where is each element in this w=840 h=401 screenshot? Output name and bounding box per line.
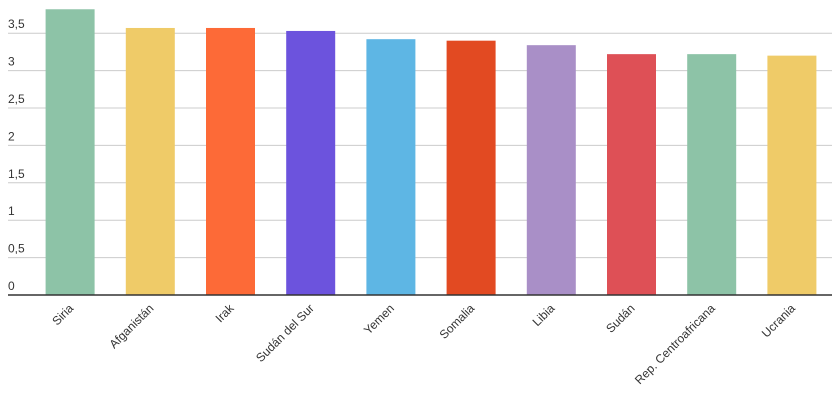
- x-tick-label: Ucrania: [759, 301, 798, 340]
- x-tick-label: Siria: [49, 301, 76, 328]
- bar: [446, 40, 496, 296]
- bar: [607, 54, 656, 296]
- bar: [366, 39, 416, 296]
- bar: [286, 30, 336, 296]
- y-tick-label: 0: [8, 279, 15, 293]
- x-tick-label: Somalia: [437, 301, 478, 342]
- bar: [687, 54, 737, 296]
- x-tick-label: Sudán: [603, 301, 637, 335]
- y-tick-label: 3,5: [8, 17, 25, 31]
- y-tick-label: 3: [8, 55, 15, 69]
- bar: [767, 55, 817, 295]
- x-tick-label: Libia: [530, 301, 558, 329]
- bar: [526, 45, 576, 295]
- bar: [125, 27, 175, 296]
- y-tick-label: 0,5: [8, 242, 25, 256]
- x-tick-label: Afganistán: [106, 301, 156, 351]
- bar: [206, 27, 255, 296]
- bar: [45, 9, 95, 295]
- y-tick-label: 2: [8, 129, 15, 143]
- y-tick-label: 1,5: [8, 167, 25, 181]
- x-tick-label: Rep. Centroafricana: [632, 301, 718, 387]
- x-tick-label: Yemen: [361, 301, 397, 337]
- y-tick-label: 1: [8, 204, 15, 218]
- x-tick-label: Irak: [213, 301, 238, 326]
- x-tick-label: Sudán del Sur: [253, 301, 317, 365]
- y-tick-label: 2,5: [8, 92, 25, 106]
